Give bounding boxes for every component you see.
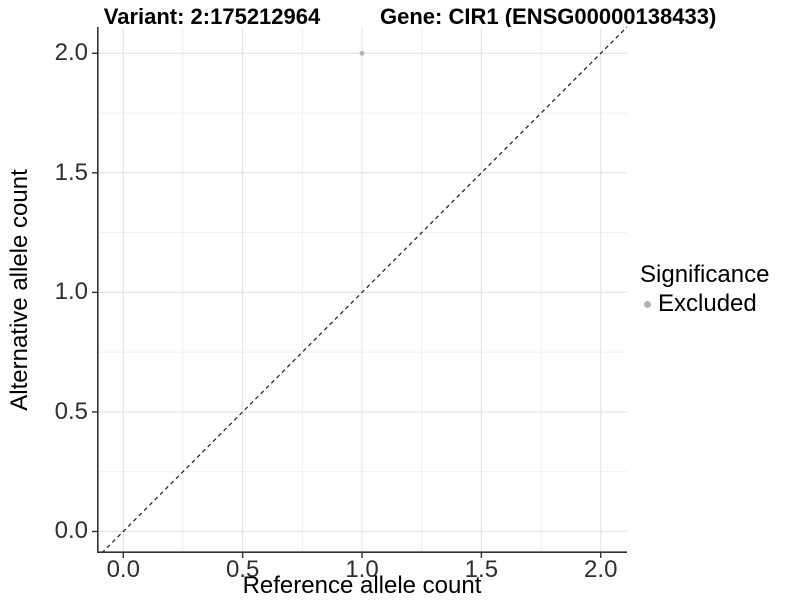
x-tick-label: 2.0 <box>584 556 618 583</box>
gene-title: Gene: CIR1 (ENSG00000138433) <box>380 4 717 29</box>
y-tick-label: 2.0 <box>54 39 88 67</box>
legend-item: Excluded <box>640 290 769 317</box>
legend-item-label: Excluded <box>658 290 757 317</box>
x-tick-label: 1.0 <box>345 556 379 583</box>
plot-panel <box>92 26 628 558</box>
legend: Significance Excluded <box>640 261 769 317</box>
x-axis-title: Reference allele count <box>242 572 482 599</box>
identity-dashed-line <box>101 26 628 554</box>
variant-title: Variant: 2:175212964 <box>103 4 321 29</box>
legend-title: Significance <box>640 261 770 288</box>
data-point <box>359 50 365 56</box>
y-tick-label: 0.0 <box>54 517 88 545</box>
x-tick-label: 0.0 <box>106 556 140 583</box>
y-tick-label: 0.5 <box>54 397 88 425</box>
legend-key-dot-icon <box>644 301 651 308</box>
plot-svg <box>92 26 628 558</box>
x-tick-label: 1.5 <box>464 556 499 583</box>
y-tick-label: 1.0 <box>54 278 88 306</box>
legend-items: Excluded <box>640 290 769 317</box>
y-tick-label: 1.5 <box>54 158 88 186</box>
x-tick-label: 0.5 <box>225 556 260 583</box>
